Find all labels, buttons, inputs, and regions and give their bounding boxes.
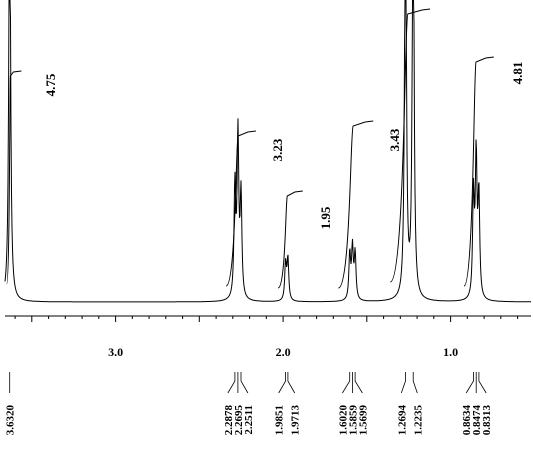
peak-pick-line [412, 372, 418, 394]
integral-curve [389, 8, 431, 283]
peak-shift-label: 1.9851 [274, 405, 286, 435]
integral-label: 3.23 [270, 138, 285, 161]
integral-label: 3.43 [387, 128, 402, 151]
peak-pick-line [400, 372, 406, 394]
x-axis: 3.0 2.0 1.0 [5, 315, 531, 359]
spectrum-trace [4, 0, 531, 303]
integral-layer: 4.75 3.23 1.95 3.43 4.81 [6, 8, 525, 289]
peak-shift-label: 1.2235 [412, 405, 424, 436]
integral-label: 1.95 [318, 206, 333, 229]
peak-pick-line [227, 372, 236, 394]
peak-shift-label: 2.2511 [243, 405, 255, 435]
peak-pick-line [342, 372, 351, 394]
peak-pick-line [278, 372, 286, 394]
integral-curve [6, 70, 22, 285]
integral-curve [463, 56, 494, 287]
integral-label: 4.81 [510, 62, 525, 85]
peak-shift-label: 3.6320 [5, 405, 17, 436]
x-tick-label: 2.0 [276, 345, 291, 359]
peak-pick-line [240, 372, 249, 394]
peak-shift-label: 0.8313 [481, 405, 493, 436]
peak-shift-label: 0.8634 [461, 405, 473, 436]
integral-curve [277, 190, 303, 289]
integral-curve [225, 130, 256, 287]
integral-curve [337, 120, 374, 289]
integral-label: 4.75 [43, 73, 58, 96]
peak-shift-label: 1.9713 [290, 405, 302, 436]
x-tick-label: 3.0 [108, 345, 123, 359]
peak-shift-label: 0.8474 [471, 405, 483, 436]
peak-pick-line [465, 372, 474, 394]
peak-pick-line [354, 372, 363, 394]
peak-shift-label: 1.2694 [396, 405, 408, 436]
peak-shift-label: 1.5699 [357, 405, 369, 436]
spectrum-layer [4, 0, 531, 303]
peak-shift-label: 2.2878 [223, 405, 235, 436]
peak-shift-label: 2.2695 [233, 405, 245, 436]
x-tick-label: 1.0 [443, 345, 458, 359]
peak-pick-line [478, 372, 487, 394]
peak-shift-label: 1.5859 [347, 405, 359, 436]
peak-pick-line [287, 372, 296, 394]
peak-shift-label: 1.6020 [337, 405, 349, 436]
